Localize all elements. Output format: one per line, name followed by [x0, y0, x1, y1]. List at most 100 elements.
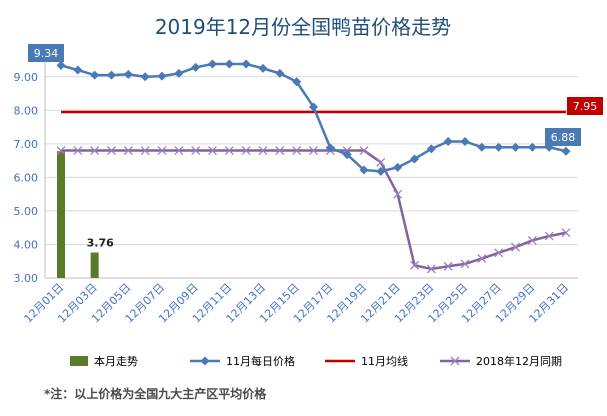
footnote: *注：以上价格为全国九大主产区平均价格 [44, 386, 267, 401]
chart-title: 2019年12月份全国鸭苗价格走势 [155, 15, 451, 39]
diamond-marker [241, 59, 251, 69]
diamond-marker [157, 71, 167, 81]
prev-year-series [56, 146, 571, 274]
x-marker [393, 189, 403, 199]
x-marker [241, 146, 251, 156]
diamond-marker [208, 59, 217, 69]
y-tick-label: 6.00 [14, 171, 39, 184]
legend-marker [450, 356, 460, 366]
x-marker [258, 146, 268, 156]
legend-marker [200, 356, 210, 366]
y-tick-label: 9.00 [14, 71, 39, 84]
y-tick-label: 3.00 [14, 272, 39, 285]
y-tick-label: 8.00 [14, 104, 39, 117]
diamond-marker [107, 70, 116, 80]
diamond-marker [511, 142, 520, 152]
x-marker [426, 264, 436, 274]
first-value-label: 9.34 [28, 44, 64, 62]
x-marker [140, 146, 150, 156]
x-marker [275, 146, 285, 156]
diamond-marker [376, 166, 386, 176]
x-marker [410, 260, 419, 270]
legend-label: 11月均线 [361, 354, 408, 368]
x-marker [90, 146, 100, 156]
diamond-marker [426, 144, 436, 154]
x-marker [544, 231, 554, 241]
diamond-marker [123, 69, 133, 79]
diamond-marker [477, 142, 487, 152]
x-marker [309, 146, 318, 156]
x-marker [494, 248, 504, 258]
legend-item: 11月每日价格 [190, 354, 295, 368]
diamond-marker [56, 60, 66, 70]
x-marker [73, 146, 83, 156]
diamond-marker [561, 146, 571, 156]
diamond-marker [443, 136, 453, 146]
x-marker [359, 146, 369, 156]
diamond-marker [359, 165, 369, 175]
series-line [61, 149, 567, 271]
diamond-marker [174, 68, 184, 78]
avg-value-label: 7.95 [567, 97, 603, 115]
diamond-marker [527, 142, 537, 152]
diamond-marker [90, 70, 100, 80]
x-marker [292, 146, 302, 156]
last-value-label: 6.88 [545, 128, 581, 146]
diamond-marker [460, 136, 470, 146]
legend-item: 2018年12月同期 [440, 354, 562, 368]
x-marker [107, 146, 116, 156]
legend-label: 11月每日价格 [226, 354, 295, 368]
diamond-marker [224, 59, 234, 69]
x-marker [460, 259, 470, 269]
data-labels: 9.34 6.88 7.95 3.76 [28, 44, 603, 250]
legend-item: 本月走势 [70, 354, 138, 368]
legend-swatch [70, 356, 88, 366]
legend-label: 2018年12月同期 [476, 354, 562, 368]
y-tick-label: 5.00 [14, 205, 39, 218]
diamond-marker [309, 102, 318, 112]
diamond-marker [191, 62, 201, 72]
legend: 本月走势 11月每日价格 11月均线 2018年12月同期 [70, 354, 562, 368]
x-marker [376, 157, 386, 167]
callout-text: 9.34 [34, 47, 59, 60]
callout-text: 7.95 [573, 100, 598, 113]
daily-series [56, 59, 571, 176]
callout-text: 6.88 [551, 131, 576, 144]
diamond-marker [325, 143, 335, 153]
diamond-marker [275, 68, 285, 78]
bar [57, 151, 65, 278]
x-marker [174, 146, 184, 156]
x-marker [157, 146, 167, 156]
legend-item: 11月均线 [325, 354, 408, 368]
diamond-marker [494, 142, 504, 152]
diamond-marker [140, 72, 150, 82]
gridlines [45, 76, 578, 279]
y-tick-label: 7.00 [14, 138, 39, 151]
diamond-marker [73, 65, 83, 75]
x-marker [511, 242, 520, 252]
diamond-marker [258, 63, 268, 73]
x-marker [208, 146, 217, 156]
diamond-marker [393, 162, 403, 172]
diamond-marker [342, 150, 352, 160]
y-tick-label: 4.00 [14, 238, 39, 251]
x-marker [477, 254, 487, 264]
x-marker [443, 261, 453, 271]
x-marker [224, 146, 234, 156]
legend-label: 本月走势 [94, 354, 138, 368]
diamond-marker [292, 77, 302, 87]
callout-box [545, 128, 581, 146]
bar [90, 252, 99, 278]
x-marker [561, 228, 571, 238]
diamond-marker [410, 154, 419, 164]
x-marker [123, 146, 133, 156]
bar-series [57, 151, 99, 278]
callout-box [567, 97, 603, 115]
x-axis: 12月01日12月03日12月05日12月07日12月09日12月11日12月1… [22, 277, 578, 325]
x-marker [527, 235, 537, 245]
y-axis: 3.00 4.00 5.00 6.00 7.00 8.00 9.00 [14, 48, 46, 285]
series-line [60, 62, 567, 173]
callout-box [28, 44, 64, 62]
x-marker [191, 146, 201, 156]
